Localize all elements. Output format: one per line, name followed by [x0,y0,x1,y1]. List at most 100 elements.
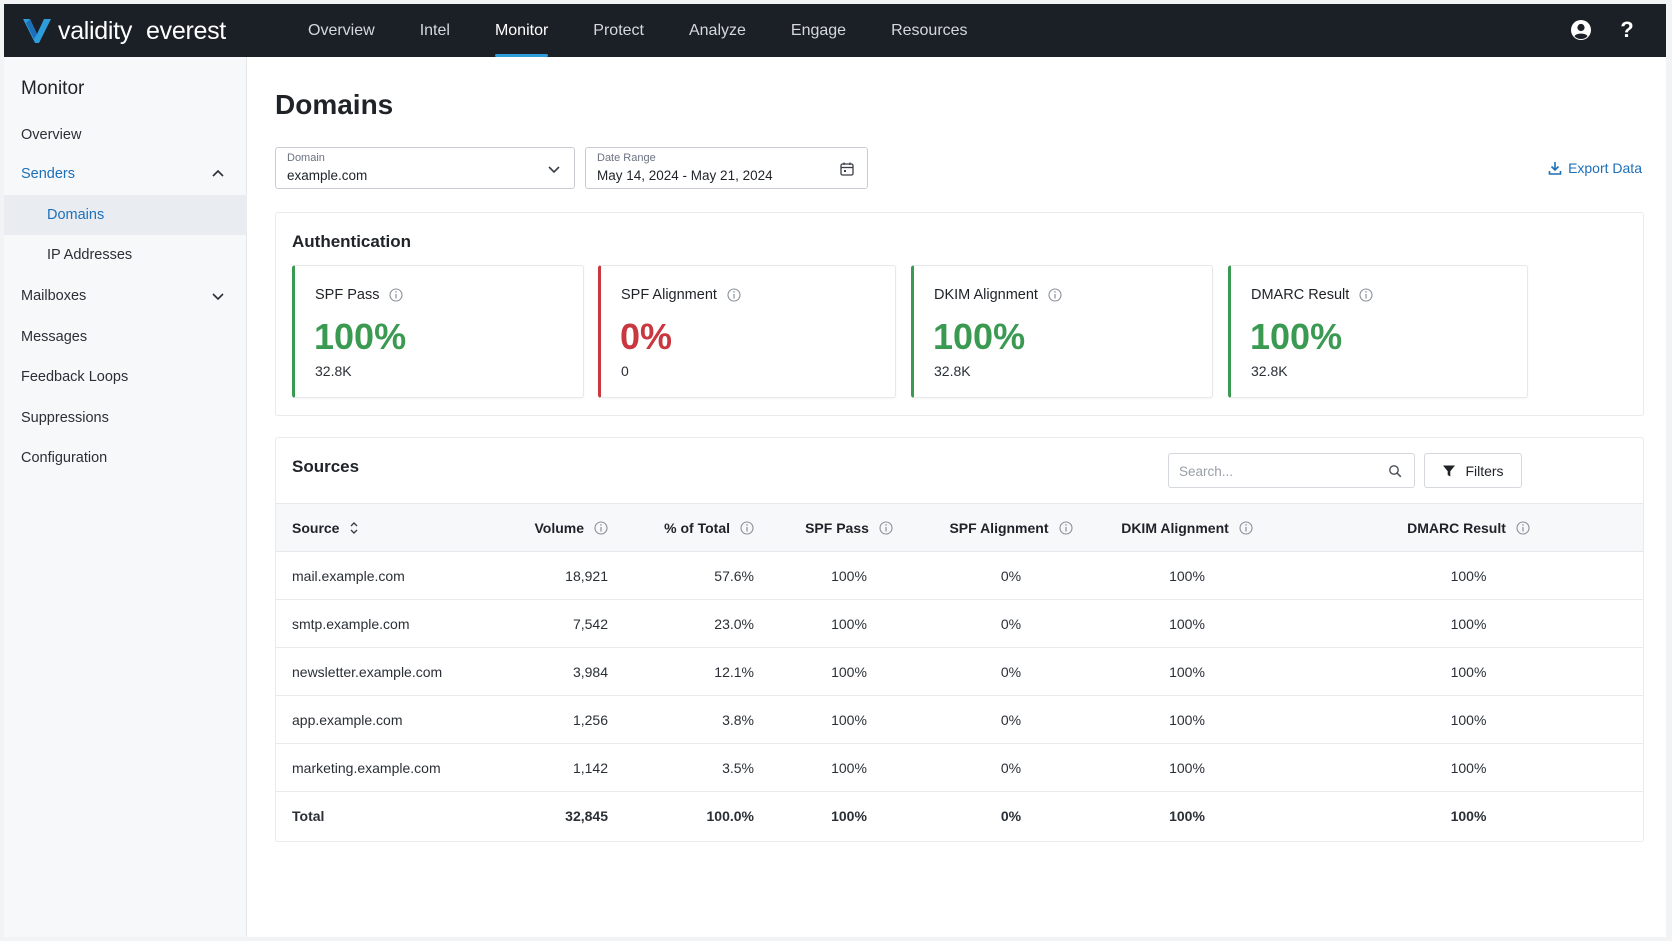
table-row[interactable]: app.example.com 1,256 3.8% 100% 0% 100% … [276,695,1643,744]
cell-percent: 12.1% [610,647,756,696]
metric-value: 0% [620,316,673,357]
sidebar-item-senders[interactable]: Senders [4,154,247,194]
cell-volume: 18,921 [486,551,610,600]
table-row[interactable]: newsletter.example.com 3,984 12.1% 100% … [276,647,1643,696]
metric-label-text: DMARC Result [1251,287,1350,303]
user-account-icon[interactable] [1568,17,1594,43]
chevron-down-icon [212,293,224,301]
sidebar-item-messages[interactable]: Messages [21,329,88,345]
nav-resources[interactable]: Resources [891,21,968,39]
brand-product: everest [146,16,226,45]
metric-card-dkim-alignment: DKIM Alignment 100% 32.8K [911,265,1213,398]
nav-actions: ? [1548,17,1640,43]
date-range-value: May 14, 2024 - May 21, 2024 [597,168,773,183]
filters-button[interactable]: Filters [1424,453,1522,488]
cell-spf-pass: 100% [756,695,942,744]
sidebar-item-feedback-loops[interactable]: Feedback Loops [21,369,129,385]
info-icon[interactable] [1058,520,1073,535]
cell-source: smtp.example.com [276,599,486,648]
chevron-down-icon [548,166,560,174]
metric-label-text: SPF Pass [315,287,380,303]
cell-total-volume: 32,845 [565,807,608,824]
cell-total-dmarc-result: 100% [1450,807,1487,824]
sidebar: Monitor Overview Senders Domains IP Addr… [4,57,247,937]
column-volume: Volume [486,503,610,552]
column-spf-alignment: SPF Alignment [942,503,1080,552]
info-icon[interactable] [1516,520,1530,535]
metric-value: 100% [933,316,1026,357]
cell-volume: 3,984 [486,647,610,696]
cell-spf-alignment: 0% [942,551,1080,600]
cell-spf-pass: 100% [756,647,942,696]
info-icon[interactable] [879,520,893,535]
sidebar-item-ip-addresses[interactable]: IP Addresses [47,247,133,263]
column-dmarc-result: DMARC Result [1294,503,1643,552]
metric-value: 100% [1250,316,1343,357]
metric-label: SPF Pass [315,287,404,303]
nav-overview[interactable]: Overview [308,21,375,39]
date-range-picker[interactable]: Date Range May 14, 2024 - May 21, 2024 [585,147,868,189]
cell-percent: 23.0% [610,599,756,648]
cell-percent: 57.6% [610,551,756,600]
info-icon[interactable] [594,520,608,535]
metric-card-spf-pass: SPF Pass 100% 32.8K [292,265,584,398]
column-percent-of-total: % of Total [610,503,756,552]
cell-spf-alignment: 0% [942,599,1080,648]
sidebar-item-mailboxes[interactable]: Mailboxes [4,276,247,316]
column-source[interactable]: Source [276,503,486,552]
nav-monitor[interactable]: Monitor [494,4,549,57]
table-row[interactable]: mail.example.com 18,921 57.6% 100% 0% 10… [276,551,1643,600]
info-icon[interactable] [1239,520,1253,535]
metric-value: 100% [314,316,407,357]
calendar-icon [840,162,854,176]
column-label: Volume [534,519,584,536]
sources-panel: Sources Search... Filters [275,437,1644,842]
sidebar-item-suppressions[interactable]: Suppressions [21,410,109,426]
search-placeholder: Search... [1179,464,1234,479]
metric-label-text: DKIM Alignment [934,287,1038,303]
table-row[interactable]: smtp.example.com 7,542 23.0% 100% 0% 100… [276,599,1643,648]
cell-percent: 3.5% [610,743,756,792]
column-label: % of Total [664,519,730,536]
domain-select[interactable]: Domain example.com [275,147,575,189]
cell-total-percent: 100.0% [706,807,754,824]
column-label: DKIM Alignment [1121,519,1229,536]
metric-count: 32.8K [934,363,971,379]
cell-total-spf-pass: 100% [831,807,867,824]
info-icon[interactable] [1359,288,1373,302]
sidebar-item-label: Senders [21,166,76,182]
info-icon[interactable] [389,288,404,302]
domain-select-value: example.com [287,168,368,183]
sort-icon[interactable] [349,521,359,535]
cell-dmarc-result: 100% [1294,599,1643,648]
cell-dmarc-result: 100% [1294,647,1643,696]
export-data-button[interactable]: Export Data [1548,160,1642,176]
info-icon[interactable] [740,520,754,535]
metric-count: 0 [621,363,629,379]
chevron-up-icon [212,169,224,177]
nav-intel[interactable]: Intel [419,21,450,39]
nav-analyze[interactable]: Analyze [688,21,746,39]
info-icon[interactable] [1048,288,1062,302]
sidebar-item-configuration[interactable]: Configuration [21,450,108,466]
app-frame: validity everest Overview Intel Monitor … [4,4,1666,937]
cell-dkim-alignment: 100% [1080,599,1294,648]
nav-engage[interactable]: Engage [790,21,847,39]
sidebar-item-domains[interactable]: Domains [4,195,247,235]
info-icon[interactable] [727,288,741,302]
nav-protect[interactable]: Protect [593,21,644,39]
sources-title: Sources [292,457,360,476]
filters-label: Filters [1465,462,1504,479]
sidebar-item-overview[interactable]: Overview [21,127,82,143]
metric-label: DKIM Alignment [934,287,1062,303]
column-label: DMARC Result [1407,519,1506,536]
sources-table: Source Volume % [276,503,1643,840]
cell-dkim-alignment: 100% [1080,743,1294,792]
top-nav: validity everest Overview Intel Monitor … [4,4,1666,57]
brand-logo[interactable]: validity everest [22,14,226,48]
table-row[interactable]: marketing.example.com 1,142 3.5% 100% 0%… [276,743,1643,792]
page-title: Domains [275,89,394,120]
cell-volume: 7,542 [486,599,610,648]
help-icon[interactable]: ? [1614,17,1640,43]
sources-search-input[interactable]: Search... [1168,453,1415,488]
